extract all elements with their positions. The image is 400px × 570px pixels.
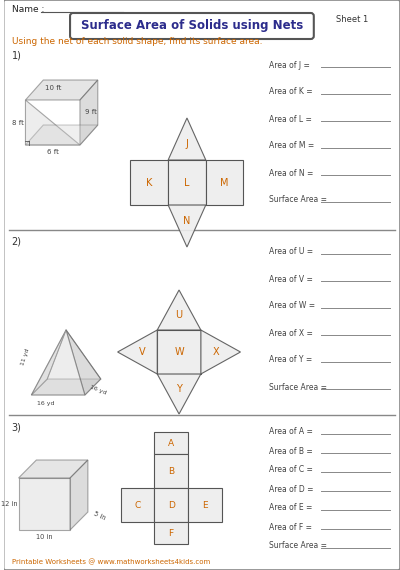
Polygon shape [168,205,206,247]
Text: Area of B =: Area of B = [269,446,313,455]
Text: 2): 2) [12,237,22,247]
Text: V: V [139,347,146,357]
Text: Area of J =: Area of J = [269,60,310,70]
Polygon shape [80,80,98,145]
Text: B: B [168,466,174,475]
Polygon shape [32,330,66,395]
Text: Area of X =: Area of X = [269,328,313,337]
Text: 9 ft: 9 ft [85,109,97,115]
Text: 1): 1) [12,50,22,60]
Bar [130,160,168,205]
Polygon shape [157,374,201,414]
Text: Area of Y =: Area of Y = [269,356,312,364]
Text: E: E [202,500,208,510]
Text: X: X [212,347,219,357]
Text: 12 in: 12 in [1,501,18,507]
Text: Area of N =: Area of N = [269,169,314,177]
Text: Area of F =: Area of F = [269,523,312,531]
Text: 16 yd: 16 yd [89,384,107,396]
Text: F: F [168,528,174,538]
Text: Area of M =: Area of M = [269,141,314,150]
Text: Area of D =: Area of D = [269,484,314,494]
Bar [154,454,188,488]
Text: Area of A =: Area of A = [269,428,313,437]
Text: C: C [134,500,140,510]
Text: Area of E =: Area of E = [269,503,312,512]
Text: Surface Area =: Surface Area = [269,382,327,392]
Text: J: J [186,139,188,149]
Text: Area of L =: Area of L = [269,115,312,124]
Polygon shape [201,330,240,374]
Text: Area of C =: Area of C = [269,466,313,474]
Text: 16 yd: 16 yd [36,401,54,405]
Polygon shape [168,118,206,160]
Text: L: L [184,177,190,188]
Text: D: D [168,500,174,510]
Text: Using the net of each solid shape, find its surface area.: Using the net of each solid shape, find … [12,38,262,47]
Text: 10 ft: 10 ft [45,85,61,91]
Text: N: N [183,216,191,226]
Text: 11 yd: 11 yd [20,348,30,366]
Polygon shape [26,80,98,100]
Text: Surface Area =: Surface Area = [269,542,327,551]
Polygon shape [18,460,88,478]
Text: Area of K =: Area of K = [269,88,313,96]
Bar [154,488,188,522]
Bar [188,488,222,522]
Polygon shape [26,125,98,145]
Text: 8 ft: 8 ft [12,120,24,126]
FancyBboxPatch shape [4,0,400,570]
Text: 3): 3) [12,422,22,432]
Text: Area of U =: Area of U = [269,247,313,256]
Polygon shape [70,460,88,530]
Text: 10 in: 10 in [36,534,52,540]
Bar [168,160,206,205]
Polygon shape [66,330,101,395]
Text: 6 ft: 6 ft [47,149,59,155]
Text: 5 in: 5 in [93,511,107,522]
Text: Surface Area of Solids using Nets: Surface Area of Solids using Nets [81,19,303,32]
Text: M: M [220,177,229,188]
Text: K: K [146,177,152,188]
Text: Name :: Name : [12,6,44,14]
Polygon shape [26,100,80,145]
Polygon shape [157,290,201,330]
Text: W: W [174,347,184,357]
Bar [157,330,201,374]
Polygon shape [118,330,157,374]
Text: U: U [176,310,183,320]
Text: Printable Worksheets @ www.mathworksheets4kids.com: Printable Worksheets @ www.mathworksheet… [12,559,210,565]
Bar [206,160,244,205]
Polygon shape [32,379,101,395]
Bar [154,432,188,454]
Text: Sheet 1: Sheet 1 [336,15,368,25]
Polygon shape [32,330,85,395]
Text: A: A [168,438,174,447]
Bar [154,522,188,544]
Text: Area of V =: Area of V = [269,275,313,283]
Text: Y: Y [176,384,182,394]
Text: Area of W =: Area of W = [269,302,315,311]
Polygon shape [18,478,70,530]
Text: Surface Area =: Surface Area = [269,196,327,205]
Bar [120,488,154,522]
FancyBboxPatch shape [70,13,314,39]
